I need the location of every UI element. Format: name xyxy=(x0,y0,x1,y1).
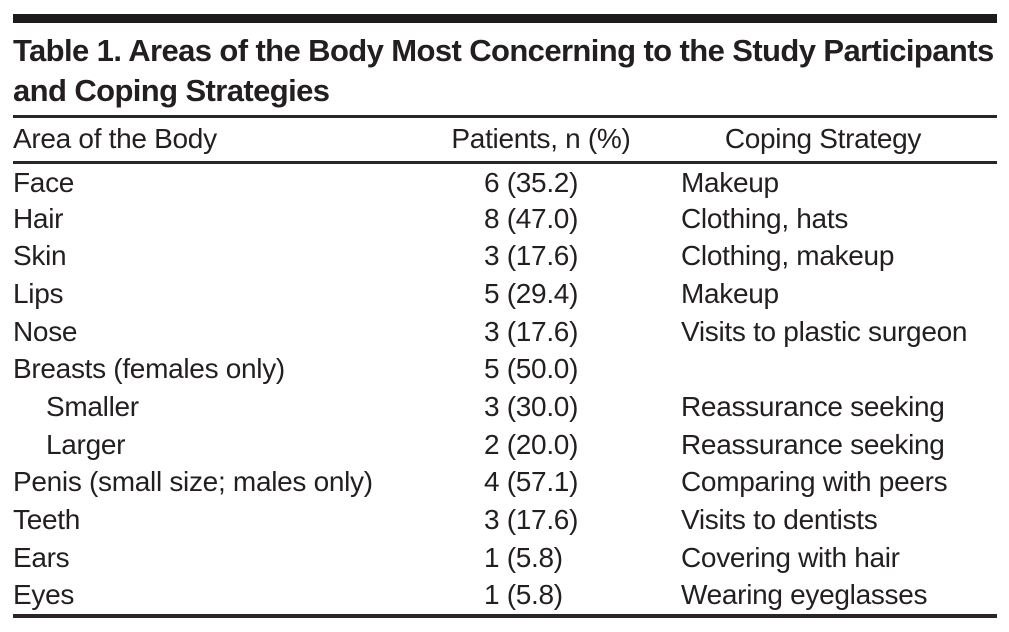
cell-area: Lips xyxy=(13,277,64,309)
cell-coping: Makeup xyxy=(681,277,779,309)
cell-patients: 3 (30.0) xyxy=(484,390,579,422)
table-top-rule xyxy=(13,14,997,23)
column-header-patients: Patients, n (%) xyxy=(433,118,649,164)
table-header: Area of the Body Patients, n (%) Coping … xyxy=(13,118,997,164)
title-divider-rule xyxy=(13,115,997,118)
cell-area: Penis (small size; males only) xyxy=(13,466,373,498)
table-row: Larger 2 (20.0) Reassurance seeking xyxy=(13,426,997,464)
cell-coping: Clothing, makeup xyxy=(681,240,895,272)
table-row: Eyes 1 (5.8) Wearing eyeglasses xyxy=(13,577,997,615)
cell-coping: Wearing eyeglasses xyxy=(681,579,928,611)
cell-area: Larger xyxy=(46,428,126,460)
table-row: Hair 8 (47.0) Clothing, hats xyxy=(13,200,997,238)
cell-coping: Clothing, hats xyxy=(681,202,849,234)
cell-patients: 5 (50.0) xyxy=(484,353,579,385)
table-row: Breasts (females only) 5 (50.0) xyxy=(13,350,997,388)
table-row: Face 6 (35.2) Makeup xyxy=(13,162,997,200)
table-1-container: Table 1. Areas of the Body Most Concerni… xyxy=(13,14,997,619)
cell-coping: Covering with hair xyxy=(681,541,900,573)
cell-patients: 2 (20.0) xyxy=(484,428,579,460)
cell-area: Nose xyxy=(13,315,78,347)
cell-patients: 3 (17.6) xyxy=(484,504,579,536)
table-row: Teeth 3 (17.6) Visits to dentists xyxy=(13,501,997,539)
cell-patients: 1 (5.8) xyxy=(484,579,563,611)
table-row: Skin 3 (17.6) Clothing, makeup xyxy=(13,237,997,275)
cell-coping: Visits to dentists xyxy=(681,504,878,536)
table-row: Smaller 3 (30.0) Reassurance seeking xyxy=(13,388,997,426)
cell-area: Ears xyxy=(13,541,70,573)
cell-area: Breasts (females only) xyxy=(13,353,285,385)
cell-coping: Reassurance seeking xyxy=(681,428,945,460)
cell-area: Face xyxy=(13,167,75,199)
table-header-row: Area of the Body Patients, n (%) Coping … xyxy=(13,118,997,164)
table-body: Face 6 (35.2) Makeup Hair 8 (47.0) Cloth… xyxy=(13,162,997,614)
table-row: Nose 3 (17.6) Visits to plastic surgeon xyxy=(13,313,997,351)
table-bottom-rule xyxy=(13,614,997,619)
body-areas-table: Area of the Body Patients, n (%) Coping … xyxy=(13,118,997,614)
cell-area: Skin xyxy=(13,240,67,272)
cell-patients: 8 (47.0) xyxy=(484,202,579,234)
column-header-coping: Coping Strategy xyxy=(649,118,997,164)
column-header-area: Area of the Body xyxy=(13,118,433,164)
cell-patients: 6 (35.2) xyxy=(484,167,579,199)
cell-coping xyxy=(649,350,997,388)
cell-patients: 1 (5.8) xyxy=(484,541,563,573)
cell-coping: Reassurance seeking xyxy=(681,390,945,422)
cell-coping: Makeup xyxy=(681,167,779,199)
cell-area: Eyes xyxy=(13,579,75,611)
cell-patients: 5 (29.4) xyxy=(484,277,579,309)
cell-area: Hair xyxy=(13,202,64,234)
cell-area: Smaller xyxy=(46,390,139,422)
cell-coping: Comparing with peers xyxy=(681,466,948,498)
table-title: Table 1. Areas of the Body Most Concerni… xyxy=(13,33,994,108)
cell-patients: 3 (17.6) xyxy=(484,315,579,347)
table-row: Ears 1 (5.8) Covering with hair xyxy=(13,539,997,577)
table-row: Lips 5 (29.4) Makeup xyxy=(13,275,997,313)
cell-area: Teeth xyxy=(13,504,80,536)
cell-patients: 3 (17.6) xyxy=(484,240,579,272)
cell-patients: 4 (57.1) xyxy=(484,466,579,498)
table-row: Penis (small size; males only) 4 (57.1) … xyxy=(13,464,997,502)
cell-coping: Visits to plastic surgeon xyxy=(681,315,968,347)
